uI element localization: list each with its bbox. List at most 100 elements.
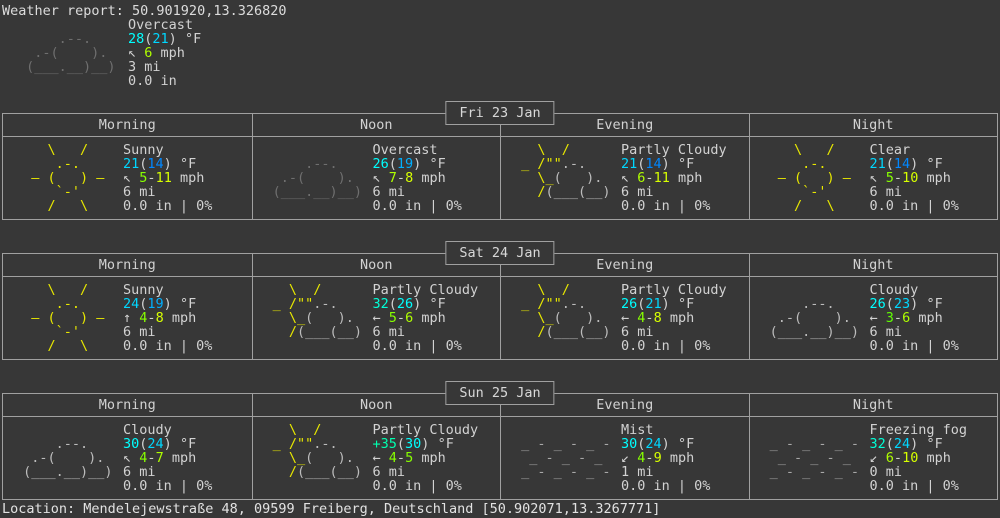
temp-low: 24	[147, 436, 164, 452]
temp-high: 26	[869, 296, 886, 312]
partly-cloudy-icon: \ / _ /"".-. \_( ). /(___(__)	[264, 282, 362, 339]
wind-low: 7	[388, 170, 397, 186]
forecast-day: Fri 23 Jan Morning Noon Evening Night \ / .-…	[2, 101, 998, 220]
forecast-day: Sat 24 Jan Morning Noon Evening Night \ / .-…	[2, 241, 998, 360]
paren: )	[910, 156, 919, 172]
period-header-evening: Evening	[500, 394, 749, 416]
forecast-cell-info: Freezing fog 32(24) °F ↙ 6-10 mph 0 mi 0.0 i…	[870, 423, 968, 493]
wind-high: 5	[405, 450, 414, 466]
range-separator: -	[893, 450, 903, 466]
wind-high: 8	[653, 310, 662, 326]
temperature: 26(23) °F	[870, 297, 959, 311]
partly-cloudy-icon: \ / _ /"".-. \_( ). /(___(__)	[513, 143, 610, 199]
wind-unit: mph	[910, 310, 943, 326]
wind-high: 11	[155, 170, 172, 186]
icon-segment: ( ).	[553, 170, 603, 186]
temp-high: 26	[372, 156, 389, 172]
wind-arrow-icon: ↖	[869, 170, 878, 186]
icon-segment: \ /	[264, 422, 322, 438]
paren: (	[144, 31, 153, 47]
forecast-cell: _ - _ - _ - _ - _ - _ _ - _ - _ - Mist 30(…	[500, 417, 749, 499]
wind-unit: mph	[669, 170, 703, 186]
visibility: 6 mi	[123, 464, 156, 480]
icon-segment: _ - _ - _	[761, 450, 851, 466]
icon-segment: .-( ).	[18, 45, 108, 61]
range-separator: -	[396, 450, 406, 466]
wind: ↖ 5-11 mph	[123, 171, 212, 185]
temperature: 28(21) °F	[128, 32, 201, 46]
day-title-label: Fri 23 Jan	[459, 105, 541, 121]
paren: (	[139, 436, 148, 452]
paren: (	[637, 436, 646, 452]
wind: ↙ 4-9 mph	[621, 451, 710, 465]
wind: ← 4-5 mph	[373, 451, 479, 465]
paren: (	[388, 296, 397, 312]
wind-high: 8	[155, 310, 164, 326]
wind-high: 8	[405, 170, 414, 186]
visibility: 6 mi	[869, 324, 903, 340]
wind-unit: mph	[163, 310, 197, 326]
icon-segment: .-.	[561, 296, 587, 312]
icon-segment: \ /	[15, 142, 89, 158]
icon-segment: (___(__)	[545, 324, 611, 340]
temp-low: 14	[893, 156, 911, 172]
temp-unit: °F	[669, 156, 695, 172]
range-separator: -	[645, 450, 654, 466]
period-header-row: Morning Noon Evening Night	[3, 114, 997, 137]
wind-high: 6	[902, 310, 911, 326]
condition-label: Overcast	[372, 142, 438, 158]
temp-low: 14	[147, 156, 164, 172]
icon-segment: .-.	[313, 436, 338, 452]
wind-arrow-icon: ←	[869, 310, 878, 326]
icon-segment: .-( ).	[15, 450, 105, 466]
precipitation: 0.0 in | 0%	[621, 478, 711, 494]
forecast-cell-info: Partly Cloudy +35(30) °F ← 4-5 mph 6 mi 0.0 …	[373, 423, 479, 493]
temperature: 30(24) °F	[123, 437, 212, 451]
icon-segment: .-.	[15, 156, 81, 172]
forecast-cell-info: Partly Cloudy 32(26) °F ← 5-6 mph 6 mi 0.0 i…	[373, 283, 479, 353]
period-header-night: Night	[748, 114, 998, 136]
wind-unit: mph	[163, 450, 197, 466]
temp-unit: °F	[171, 156, 197, 172]
icon-segment: .--.	[15, 436, 89, 452]
forecast-day: Sun 25 Jan Morning Noon Evening Night .--. .…	[2, 381, 998, 500]
visibility: 6 mi	[372, 324, 406, 340]
temperature: 30(24) °F	[621, 437, 710, 451]
icon-segment: \ /	[264, 282, 322, 298]
wind-unit: mph	[413, 310, 446, 326]
temp-unit: °F	[429, 436, 454, 452]
wind-high: 7	[155, 450, 164, 466]
wind-low: 4	[139, 450, 148, 466]
wind-arrow-icon: ←	[372, 310, 381, 326]
temperature: 21(14) °F	[621, 157, 727, 171]
temp-low: 24	[645, 436, 662, 452]
wind-arrow-icon: ↙	[869, 450, 878, 466]
paren: )	[421, 436, 430, 452]
temp-low: 14	[645, 156, 662, 172]
paren: (	[396, 436, 406, 452]
wind-unit: mph	[413, 170, 446, 186]
icon-segment: \ /	[513, 282, 570, 298]
cloudy-icon: .--. .-( ). (___.__)__)	[762, 297, 859, 339]
temp-high: 24	[123, 296, 140, 312]
temperature: +35(30) °F	[373, 437, 479, 451]
forecast-cell-info: Cloudy 26(23) °F ← 3-6 mph 6 mi 0.0 in | 0%	[870, 283, 959, 353]
wind-arrow-icon: ←	[372, 450, 381, 466]
forecast-cell-info: Partly Cloudy 21(14) °F ↖ 6-11 mph 6 mi 0.0 …	[621, 143, 727, 213]
icon-segment: ( ).	[305, 450, 354, 466]
range-separator: -	[893, 170, 903, 186]
wind-low: 3	[885, 310, 894, 326]
period-header-noon: Noon	[251, 114, 501, 136]
wind-high: 10	[902, 450, 919, 466]
day-title: Fri 23 Jan	[445, 101, 555, 125]
paren: )	[661, 156, 670, 172]
icon-segment: _ /""	[513, 156, 562, 172]
fog-icon: _ - _ - _ - _ - _ - _ _ - _ - _ -	[761, 437, 859, 479]
wind-arrow-icon: ↖	[372, 170, 381, 186]
wind: ← 5-6 mph	[373, 311, 479, 325]
icon-segment: ( ).	[305, 310, 354, 326]
icon-segment: ― ( ) ―	[15, 170, 105, 186]
temp-low: 23	[893, 296, 911, 312]
footer-location: Location: Mendelejewstraße 48, 09599 Fre…	[2, 501, 661, 517]
